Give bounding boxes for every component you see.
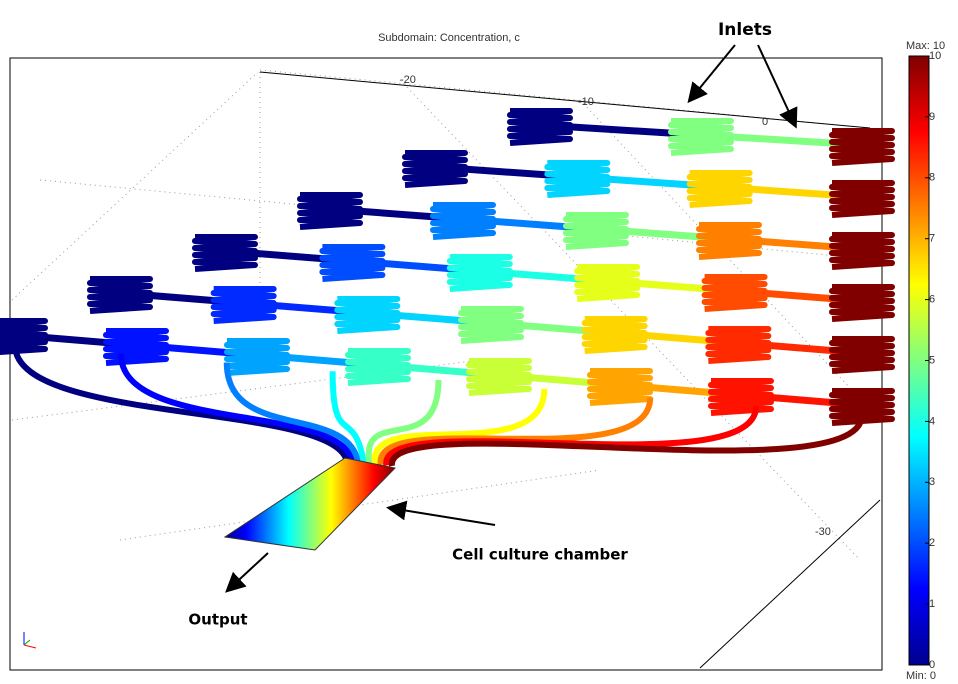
colorbar-tick-label: 5 <box>929 354 935 366</box>
inlets-label: Inlets <box>718 20 772 40</box>
output-label: Output <box>188 611 247 629</box>
colorbar-tick-label: 3 <box>929 476 935 488</box>
mixer <box>690 173 750 205</box>
mixer <box>566 215 626 247</box>
mixer <box>671 121 731 153</box>
colorbar-tick-label: 6 <box>929 294 935 306</box>
mixer <box>405 153 465 185</box>
chamber-label: Cell culture chamber <box>452 546 628 564</box>
colorbar-tick-label: 2 <box>929 537 935 549</box>
mixer <box>832 339 892 371</box>
mixer <box>227 341 287 373</box>
mixer <box>705 277 765 309</box>
mixer <box>699 225 759 257</box>
mixer <box>450 257 510 289</box>
colorbar-tick-label: 0 <box>929 659 935 671</box>
plot-frame <box>10 58 882 670</box>
colorbar-tick-label: 9 <box>929 111 935 123</box>
mixer <box>300 195 360 227</box>
axis-label: -10 <box>578 96 594 108</box>
colorbar-tick-label: 4 <box>929 415 935 427</box>
mixer <box>832 131 892 163</box>
mixer <box>214 289 274 321</box>
mixer <box>832 235 892 267</box>
plot-title: Subdomain: Concentration, c <box>378 32 520 44</box>
mixer <box>90 279 150 311</box>
axis-label: -30 <box>815 526 831 538</box>
mixer <box>510 111 570 143</box>
mixer <box>711 381 771 413</box>
mixer <box>708 329 768 361</box>
mixer <box>322 247 382 279</box>
mixer <box>461 309 521 341</box>
mixer <box>337 299 397 331</box>
mixer <box>106 331 166 363</box>
axis-label: -20 <box>400 74 416 86</box>
mixer <box>832 183 892 215</box>
axis-label: 0 <box>762 116 768 128</box>
colorbar-tick-label: 8 <box>929 172 935 184</box>
mixer <box>195 237 255 269</box>
mixer <box>348 351 408 383</box>
mixer <box>0 321 45 353</box>
colorbar-tick-label: 7 <box>929 233 935 245</box>
mixer <box>832 287 892 319</box>
mixer <box>547 163 607 195</box>
colorbar-tick-label: 1 <box>929 598 935 610</box>
figure: Subdomain: Concentration, c -20 -10 0 -3… <box>0 0 958 684</box>
mixer <box>590 371 650 403</box>
colorbar-min: Min: 0 <box>906 670 936 682</box>
mixer <box>577 267 637 299</box>
colorbar-tick-label: 10 <box>929 50 941 62</box>
mixer <box>585 319 645 351</box>
mixer <box>469 361 529 393</box>
mixer <box>433 205 493 237</box>
